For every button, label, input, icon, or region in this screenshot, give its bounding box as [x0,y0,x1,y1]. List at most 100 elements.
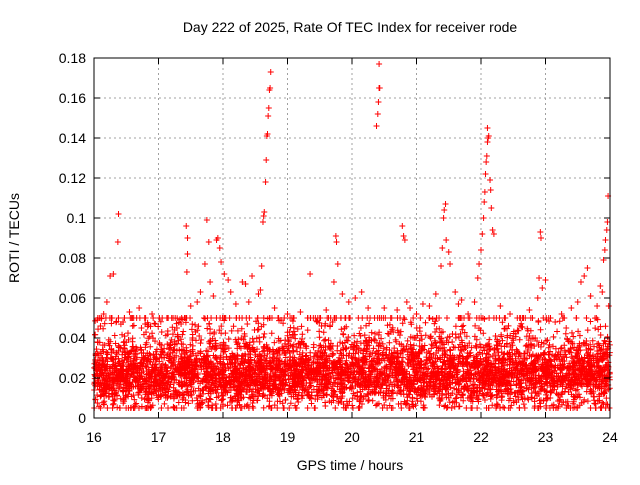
data-point [260,334,266,340]
data-point [592,325,598,331]
data-point [189,321,195,327]
data-point [257,339,263,345]
data-point [305,405,311,411]
data-point [588,405,594,411]
data-point [332,405,338,411]
data-point [591,397,597,403]
data-point [522,405,528,411]
data-point [125,330,131,336]
data-point [573,315,579,321]
data-point [244,321,250,327]
data-point [498,332,504,338]
data-point [322,403,328,409]
data-point [516,328,522,334]
data-point [444,315,450,321]
data-point [150,315,156,321]
data-point [469,405,475,411]
data-point [385,330,391,336]
data-point [585,327,591,333]
data-point [343,315,349,321]
data-point [255,327,261,333]
data-point [602,338,608,344]
data-point [261,331,267,337]
data-point [324,391,330,397]
data-point [560,315,566,321]
data-point [550,334,556,340]
data-point [532,398,538,404]
data-point [606,405,612,411]
data-point [585,398,591,404]
data-point [449,405,455,411]
data-point [321,329,327,335]
data-point [486,337,492,343]
data-point [138,325,144,331]
data-point [417,315,423,321]
data-point [311,342,317,348]
data-point [583,315,589,321]
data-point [563,325,569,331]
data-point [171,404,177,410]
data-point [287,325,293,331]
data-point [481,316,487,322]
data-point [450,344,456,350]
data-point [546,345,552,351]
data-point [369,330,375,336]
data-point [158,405,164,411]
data-point [386,340,392,346]
data-point [460,323,466,329]
data-point [300,393,306,399]
data-point [92,332,98,338]
data-point [159,315,165,321]
data-point [598,332,604,338]
data-point [554,328,560,334]
data-point [165,405,171,411]
data-point [316,328,322,334]
data-point [226,345,232,351]
data-point [269,330,275,336]
data-point [538,327,544,333]
data-point [489,402,495,408]
data-point [136,405,142,411]
data-point [422,320,428,326]
data-point [295,399,301,405]
data-point [112,332,118,338]
data-point [233,315,239,321]
data-point [195,323,201,329]
data-point [364,315,370,321]
data-point [570,334,576,340]
data-point [480,330,486,336]
data-point [593,405,599,411]
data-point [563,331,569,337]
data-point [418,398,424,404]
data-point [222,330,228,336]
data-point [502,315,508,321]
data-point [405,338,411,344]
data-point [176,399,182,405]
data-point [358,325,364,331]
data-point [499,338,505,344]
data-point [500,404,506,410]
data-point [104,405,110,411]
data-point [180,328,186,334]
data-point [121,315,127,321]
data-point [521,350,527,356]
data-point [280,405,286,411]
data-point [161,401,167,407]
data-point [493,333,499,339]
data-point [587,319,593,325]
data-point [401,315,407,321]
data-point [283,397,289,403]
data-point [185,400,191,406]
data-point [370,398,376,404]
data-point [311,405,317,411]
data-point [226,336,232,342]
data-point [427,315,433,321]
data-point [292,336,298,342]
data-point [255,315,261,321]
data-point [355,315,361,321]
data-point [305,327,311,333]
data-point [453,335,459,341]
data-point [453,395,459,401]
data-point [322,337,328,343]
